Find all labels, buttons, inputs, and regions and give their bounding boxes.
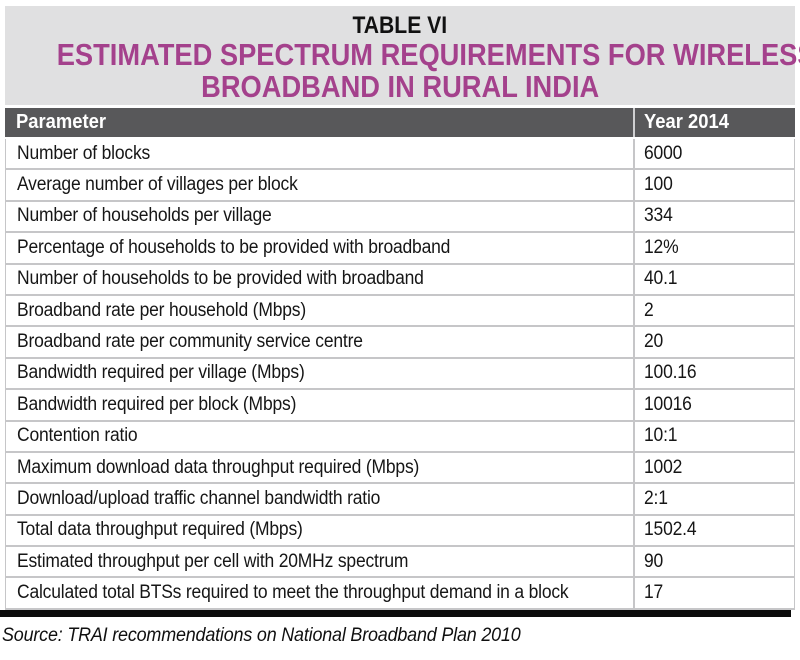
table-row: Calculated total BTSs required to meet t… [5, 578, 795, 610]
value-cell: 334 [635, 202, 794, 231]
table-row: Number of blocks 6000 [5, 139, 795, 171]
parameter-cell: Download/upload traffic channel bandwidt… [6, 484, 635, 514]
parameter-cell: Total data throughput required (Mbps) [6, 515, 635, 546]
table-row: Bandwidth required per block (Mbps) 1001… [5, 390, 795, 422]
value-cell-text: 1002 [644, 456, 683, 478]
value-cell-text: 334 [644, 205, 673, 227]
table-row: Download/upload traffic channel bandwidt… [5, 484, 795, 516]
value-cell: 12% [635, 233, 794, 262]
parameter-cell-text: Maximum download data throughput require… [17, 456, 420, 478]
table-row: Bandwidth required per village (Mbps) 10… [5, 358, 795, 391]
value-cell: 100 [635, 170, 794, 199]
table-number-text: TABLE VI [352, 12, 448, 39]
parameter-cell-text: Estimated throughput per cell with 20MHz… [17, 550, 409, 572]
parameter-cell: Number of households per village [6, 201, 635, 232]
table-row: Total data throughput required (Mbps) 15… [5, 515, 795, 548]
value-cell: 20 [635, 327, 794, 356]
value-cell-text: 6000 [644, 142, 683, 164]
value-cell-text: 1502.4 [644, 519, 697, 541]
value-cell: 1502.4 [635, 516, 794, 545]
parameter-cell-text: Average number of villages per block [17, 174, 298, 196]
parameter-cell: Broadband rate per household (Mbps) [6, 295, 635, 326]
table-body: Number of blocks 6000 Average number of … [5, 139, 795, 610]
table-caption-block: TABLE VI ESTIMATED SPECTRUM REQUIREMENTS… [5, 6, 800, 105]
parameter-cell-text: Percentage of households to be provided … [17, 236, 451, 258]
parameter-cell-text: Calculated total BTSs required to meet t… [17, 582, 569, 604]
parameter-cell: Number of households to be provided with… [6, 264, 635, 294]
value-cell: 40.1 [635, 265, 794, 294]
parameter-cell-text: Broadband rate per community service cen… [17, 331, 363, 353]
parameter-cell-text: Bandwidth required per village (Mbps) [17, 362, 305, 384]
column-header-year: Year 2014 [635, 108, 795, 137]
parameter-cell: Broadband rate per community service cen… [6, 327, 635, 357]
value-cell: 17 [635, 578, 794, 607]
table-row: Broadband rate per household (Mbps) 2 [5, 295, 795, 328]
source-note-text: Source: TRAI recommendations on National… [2, 624, 521, 646]
value-cell-text: 10:1 [644, 425, 678, 447]
value-cell: 100.16 [635, 359, 794, 388]
column-header-parameter-label: Parameter [16, 111, 107, 133]
value-cell-text: 12% [644, 236, 679, 258]
parameter-cell: Number of blocks [6, 139, 635, 169]
table-row: Average number of villages per block 100 [5, 170, 795, 202]
parameter-cell-text: Download/upload traffic channel bandwidt… [17, 487, 381, 509]
parameter-cell-text: Number of blocks [17, 142, 151, 164]
parameter-cell-text: Number of households per village [17, 205, 272, 227]
value-cell: 90 [635, 547, 794, 576]
parameter-cell: Maximum download data throughput require… [6, 452, 635, 483]
value-cell-text: 2 [644, 299, 654, 321]
table-row: Number of households per village 334 [5, 201, 795, 234]
parameter-cell-text: Bandwidth required per block (Mbps) [17, 393, 297, 415]
table-row: Percentage of households to be provided … [5, 233, 795, 265]
table-title-line1-text: ESTIMATED SPECTRUM REQUIREMENTS FOR WIRE… [56, 37, 800, 72]
table-header-row: Parameter Year 2014 [5, 108, 795, 137]
value-cell: 10:1 [635, 422, 794, 451]
table-title-line2-text: BROADBAND IN RURAL INDIA [200, 69, 600, 104]
parameter-cell: Bandwidth required per block (Mbps) [6, 390, 635, 420]
parameter-cell: Estimated throughput per cell with 20MHz… [6, 547, 635, 577]
parameter-cell: Average number of villages per block [6, 170, 635, 200]
table-row: Maximum download data throughput require… [5, 452, 795, 485]
value-cell-text: 10016 [644, 393, 692, 415]
source-note: Source: TRAI recommendations on National… [2, 624, 566, 647]
value-cell: 10016 [635, 390, 794, 419]
table-row: Broadband rate per community service cen… [5, 327, 795, 359]
table-row: Number of households to be provided with… [5, 264, 795, 296]
table-title-line1: ESTIMATED SPECTRUM REQUIREMENTS FOR WIRE… [5, 39, 800, 71]
table-row: Contention ratio 10:1 [5, 421, 795, 453]
value-cell-text: 100.16 [644, 362, 697, 384]
table-row: Estimated throughput per cell with 20MHz… [5, 547, 795, 579]
table-title-line2: BROADBAND IN RURAL INDIA [5, 71, 795, 103]
parameter-cell: Contention ratio [6, 421, 635, 451]
column-header-parameter: Parameter [5, 108, 635, 137]
parameter-cell-text: Contention ratio [17, 425, 138, 447]
value-cell: 2:1 [635, 484, 794, 513]
parameter-cell: Calculated total BTSs required to meet t… [6, 578, 635, 608]
value-cell-text: 90 [644, 550, 664, 572]
table-bottom-rule [0, 610, 791, 617]
parameter-cell: Bandwidth required per village (Mbps) [6, 358, 635, 389]
value-cell: 6000 [635, 139, 794, 168]
value-cell-text: 20 [644, 331, 664, 353]
value-cell-text: 2:1 [644, 487, 668, 509]
value-cell-text: 17 [644, 582, 664, 604]
value-cell: 1002 [635, 453, 794, 482]
column-header-year-label: Year 2014 [644, 111, 729, 133]
table-number-caption: TABLE VI [5, 13, 795, 39]
parameter-cell-text: Total data throughput required (Mbps) [17, 519, 303, 541]
parameter-cell-text: Broadband rate per household (Mbps) [17, 299, 306, 321]
parameter-cell: Percentage of households to be provided … [6, 233, 635, 263]
value-cell-text: 100 [644, 174, 673, 196]
parameter-cell-text: Number of households to be provided with… [17, 268, 424, 290]
value-cell-text: 40.1 [644, 268, 678, 290]
value-cell: 2 [635, 296, 794, 325]
